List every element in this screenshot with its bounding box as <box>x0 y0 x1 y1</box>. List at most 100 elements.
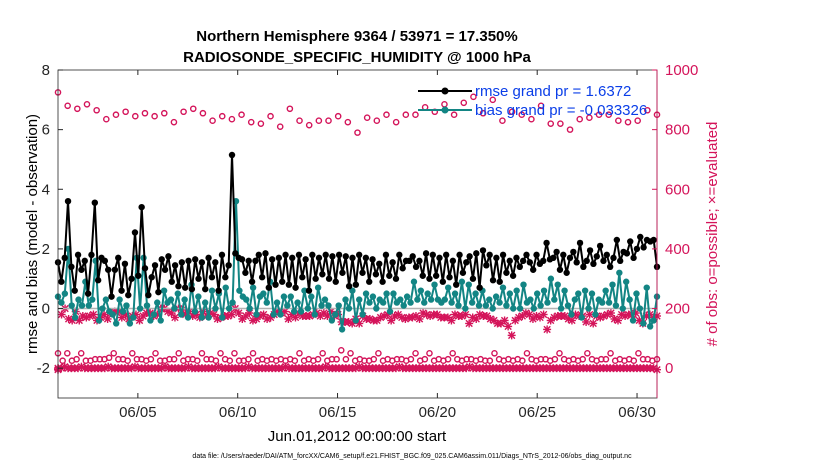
obs-possible-marker <box>584 349 591 357</box>
bias-point <box>160 287 168 294</box>
rmse-point <box>165 253 172 260</box>
rmse-point <box>476 284 483 291</box>
bias-point <box>397 296 404 303</box>
obs-possible-marker <box>579 355 587 363</box>
bias-point <box>280 293 288 300</box>
obs-possible-marker <box>489 96 497 104</box>
obs-possible-marker <box>449 349 456 357</box>
bias-point <box>184 314 192 321</box>
bias-point <box>383 290 390 297</box>
obs-evaluated-marker <box>89 310 98 319</box>
rmse-point <box>623 250 631 257</box>
obs-possible-marker <box>175 349 183 357</box>
rmse-point <box>426 275 433 282</box>
bias-point <box>366 299 373 306</box>
rmse-point <box>637 233 644 241</box>
bias-point <box>564 302 572 309</box>
bias-point <box>85 302 93 309</box>
rmse-point <box>195 275 202 282</box>
bias-point <box>116 296 123 303</box>
bias-point <box>78 302 86 309</box>
bias-point <box>68 302 75 309</box>
bias-point <box>643 284 650 291</box>
bias-point <box>424 290 431 297</box>
rmse-point <box>389 259 396 266</box>
rmse-point <box>295 251 303 259</box>
bias-point <box>427 296 435 303</box>
rmse-point <box>503 269 510 276</box>
bias-point <box>544 299 551 306</box>
rmse-point <box>252 257 259 265</box>
rmse-point <box>439 278 447 285</box>
rmse-point <box>91 199 99 206</box>
bias-point <box>510 305 517 312</box>
rmse-point <box>519 257 527 265</box>
obs-possible-marker <box>228 115 236 123</box>
obs-possible-marker <box>347 349 354 357</box>
obs-possible-marker <box>586 114 593 122</box>
x-tick-label: 06/30 <box>618 404 656 421</box>
bias-point <box>417 287 425 294</box>
bias-point <box>284 302 291 309</box>
obs-evaluated-marker <box>447 316 456 325</box>
x-tick-label: 06/05 <box>119 404 157 421</box>
bias-point <box>171 305 178 312</box>
obs-possible-marker <box>523 349 531 357</box>
bias-point <box>633 290 640 297</box>
rmse-point <box>148 274 155 281</box>
right-y-tick-label: 200 <box>665 301 690 318</box>
rmse-point <box>446 274 453 281</box>
obs-possible-marker <box>354 129 361 136</box>
bias-point <box>109 311 116 318</box>
obs-evaluated-marker <box>606 309 615 318</box>
bias-point <box>506 290 514 297</box>
bias-point <box>253 311 260 318</box>
bias-point <box>496 299 503 306</box>
rmse-point <box>486 251 493 259</box>
obs-possible-marker <box>479 109 487 117</box>
left-y-tick-label: 4 <box>42 181 50 198</box>
left-y-tick-label: 2 <box>42 241 50 258</box>
obs-possible-marker <box>363 114 371 122</box>
rmse-point <box>94 277 102 284</box>
rmse-point <box>496 278 503 285</box>
obs-evaluated-marker <box>415 314 424 323</box>
obs-evaluated-marker <box>57 310 66 319</box>
rmse-point <box>141 265 149 272</box>
bias-point <box>222 284 229 291</box>
rmse-point <box>181 284 189 291</box>
right-y-axis: 0 200 400 600 800 1000 <box>652 62 698 398</box>
obs-possible-marker <box>83 100 91 108</box>
rmse-point <box>406 257 413 265</box>
bias-point <box>58 299 65 306</box>
obs-possible-marker <box>635 349 642 357</box>
rmse-point <box>225 262 232 269</box>
obs-possible-marker <box>337 346 345 354</box>
bias-point <box>167 296 175 303</box>
rmse-point <box>215 287 222 294</box>
rmse-point <box>68 263 75 270</box>
obs-evaluated-marker <box>234 309 243 318</box>
bias-point <box>369 293 377 300</box>
rmse-point <box>566 254 574 262</box>
bias-point <box>400 302 407 309</box>
bias-point <box>612 302 620 309</box>
rmse-point <box>238 256 246 263</box>
obs-possible-marker <box>160 109 168 117</box>
obs-evaluated-marker <box>507 331 516 340</box>
bias-point <box>486 296 493 303</box>
rmse-point <box>529 266 537 273</box>
bias-point <box>338 326 346 333</box>
rmse-point <box>212 259 219 266</box>
obs-evaluated-marker <box>465 319 474 328</box>
rmse-point <box>262 250 269 257</box>
rmse-point <box>422 250 430 257</box>
obs-possible-marker <box>615 117 622 124</box>
obs-possible-marker <box>450 111 458 119</box>
obs-possible-marker <box>499 117 506 124</box>
obs-possible-marker <box>576 115 584 123</box>
rmse-point <box>268 256 276 263</box>
bias-point <box>513 287 520 294</box>
bias-point <box>243 296 250 303</box>
rmse-point <box>161 266 169 273</box>
